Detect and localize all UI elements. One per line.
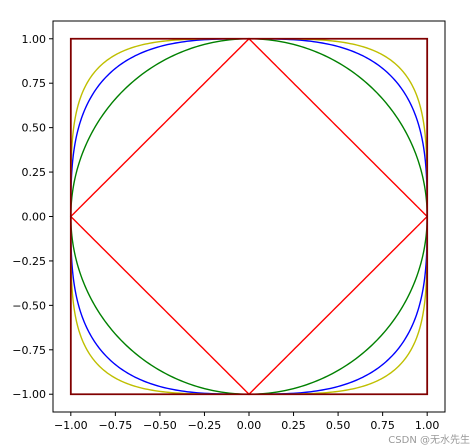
y-tick-label: −1.00	[12, 388, 46, 401]
y-axis-ticks: 1.00 0.75 0.50 0.25 0.00 −0.25 −0.50 −0.75 −1.00	[12, 33, 53, 401]
plot-frame	[52, 20, 446, 413]
y-tick-label: 0.00	[22, 211, 47, 224]
x-tick-label: 1.00	[415, 419, 440, 432]
x-tick-label: −0.25	[188, 419, 222, 432]
y-tick-label: −0.75	[12, 344, 46, 357]
x-axis-ticks: −1.00 −0.75 −0.50 −0.25 0.00 0.25 0.50 0.75 1.00	[54, 412, 439, 432]
y-tick-label: −0.25	[12, 255, 46, 268]
y-tick-label: 0.25	[22, 166, 47, 179]
x-tick-label: −0.50	[143, 419, 177, 432]
y-tick-label: 0.75	[22, 77, 47, 90]
y-tick-label: 0.50	[22, 122, 47, 135]
x-tick-label: −0.75	[99, 419, 133, 432]
curves	[69, 37, 429, 396]
x-tick-label: −1.00	[54, 419, 88, 432]
watermark-text: CSDN @无水先生	[388, 435, 470, 446]
x-tick-label: 0.75	[370, 419, 395, 432]
x-tick-label: 0.50	[326, 419, 351, 432]
x-tick-label: 0.25	[281, 419, 306, 432]
series-line-inf	[69, 37, 429, 396]
y-tick-label: 1.00	[22, 33, 47, 46]
y-tick-label: −0.50	[12, 299, 46, 312]
x-tick-label: 0.00	[237, 419, 262, 432]
